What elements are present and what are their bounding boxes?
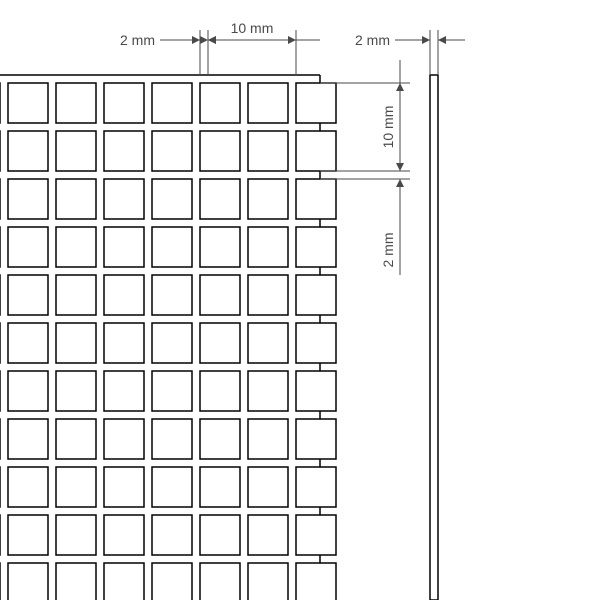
hole xyxy=(152,515,192,555)
hole xyxy=(56,131,96,171)
hole xyxy=(8,179,48,219)
hole xyxy=(152,179,192,219)
hole xyxy=(8,419,48,459)
hole xyxy=(104,131,144,171)
hole xyxy=(296,323,336,363)
hole xyxy=(200,83,240,123)
hole xyxy=(56,179,96,219)
hole xyxy=(104,323,144,363)
hole xyxy=(200,323,240,363)
hole xyxy=(104,227,144,267)
hole xyxy=(152,275,192,315)
hole xyxy=(152,371,192,411)
dim-hole-horizontal-label: 10 mm xyxy=(231,20,274,36)
hole xyxy=(200,179,240,219)
dim-thickness: 2 mm xyxy=(355,30,465,75)
front-view xyxy=(0,75,336,600)
hole xyxy=(200,515,240,555)
dim-hole-vertical-label: 10 mm xyxy=(380,106,396,149)
hole xyxy=(296,83,336,123)
hole xyxy=(296,467,336,507)
hole xyxy=(248,83,288,123)
hole xyxy=(8,323,48,363)
hole xyxy=(104,515,144,555)
hole xyxy=(152,83,192,123)
hole xyxy=(56,275,96,315)
hole xyxy=(8,83,48,123)
hole xyxy=(56,83,96,123)
side-view xyxy=(430,75,438,600)
hole xyxy=(296,371,336,411)
hole xyxy=(152,467,192,507)
hole xyxy=(8,371,48,411)
hole xyxy=(248,515,288,555)
hole xyxy=(200,371,240,411)
hole xyxy=(248,179,288,219)
hole xyxy=(56,515,96,555)
hole xyxy=(248,467,288,507)
hole xyxy=(104,563,144,600)
hole xyxy=(200,227,240,267)
hole xyxy=(248,131,288,171)
hole xyxy=(56,371,96,411)
hole xyxy=(56,467,96,507)
hole-grid xyxy=(0,83,336,600)
hole xyxy=(248,563,288,600)
dim-top-horizontal: 2 mm 10 mm xyxy=(120,20,320,75)
hole xyxy=(8,563,48,600)
hole xyxy=(248,275,288,315)
hole xyxy=(8,131,48,171)
hole xyxy=(8,227,48,267)
hole xyxy=(296,419,336,459)
hole xyxy=(296,179,336,219)
hole xyxy=(200,419,240,459)
hole xyxy=(104,467,144,507)
hole xyxy=(296,275,336,315)
hole xyxy=(8,275,48,315)
hole xyxy=(296,227,336,267)
hole xyxy=(56,227,96,267)
hole xyxy=(152,131,192,171)
hole xyxy=(248,371,288,411)
hole xyxy=(8,515,48,555)
hole xyxy=(56,323,96,363)
hole xyxy=(200,275,240,315)
hole xyxy=(248,227,288,267)
hole xyxy=(104,83,144,123)
hole xyxy=(56,563,96,600)
hole xyxy=(248,323,288,363)
hole xyxy=(104,179,144,219)
hole xyxy=(296,563,336,600)
hole xyxy=(152,227,192,267)
hole xyxy=(104,275,144,315)
hole xyxy=(152,563,192,600)
hole xyxy=(296,131,336,171)
dim-gap-vertical-label: 2 mm xyxy=(380,233,396,268)
hole xyxy=(248,419,288,459)
hole xyxy=(104,371,144,411)
hole xyxy=(152,323,192,363)
dim-gap-horizontal-label: 2 mm xyxy=(120,32,155,48)
hole xyxy=(200,467,240,507)
hole xyxy=(152,419,192,459)
hole xyxy=(200,563,240,600)
perforated-sheet-diagram: 2 mm 10 mm 2 mm 10 mm xyxy=(0,0,600,600)
hole xyxy=(200,131,240,171)
hole xyxy=(296,515,336,555)
hole xyxy=(56,419,96,459)
dim-thickness-label: 2 mm xyxy=(355,32,390,48)
hole xyxy=(104,419,144,459)
hole xyxy=(8,467,48,507)
